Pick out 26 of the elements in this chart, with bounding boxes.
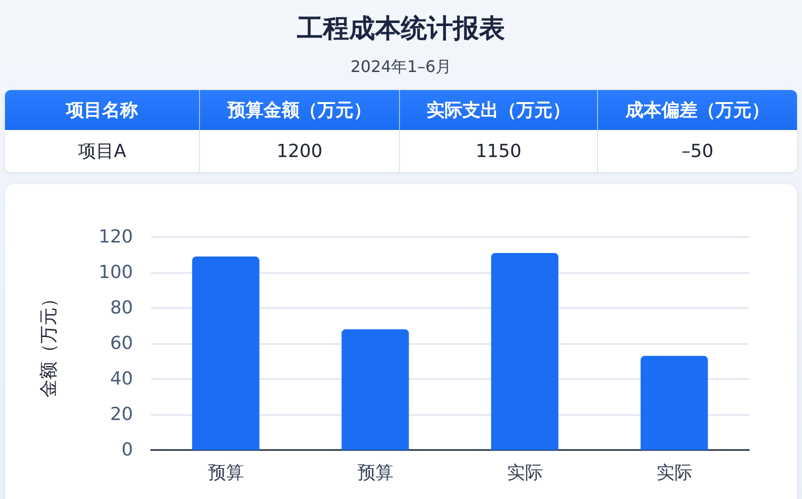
category-label: 预算金额（万元）	[200, 90, 400, 130]
bar	[192, 256, 260, 450]
y-tick-label: 80	[110, 298, 133, 318]
category-label: 成本偏差（万元）	[598, 90, 797, 130]
y-tick-label: 0	[122, 440, 133, 460]
y-tick-label: 100	[98, 262, 133, 283]
bar	[640, 356, 708, 450]
text: –50	[682, 140, 714, 162]
x-tick-label: 实际	[656, 462, 692, 484]
bar	[491, 252, 558, 450]
bar	[342, 329, 409, 450]
text: 1200	[276, 140, 322, 162]
text: 2024年1–6月	[349, 56, 453, 78]
x-tick-label: 预算	[357, 462, 394, 484]
y-axis-title: 金额（万元）	[38, 290, 60, 398]
x-tick-label: 预算	[208, 462, 244, 484]
y-tick-label: 40	[110, 368, 133, 390]
category-label: 项目A	[78, 141, 126, 162]
x-tick-label: 实际	[506, 462, 543, 484]
text: 工程成本统计报表	[296, 13, 506, 46]
category-label: 项目名称	[5, 90, 200, 130]
text: 1150	[476, 140, 522, 162]
y-tick-label: 60	[110, 333, 133, 354]
category-label: 实际支出（万元）	[400, 90, 598, 130]
y-tick-label: 120	[98, 226, 133, 248]
y-tick-label: 20	[110, 404, 133, 425]
